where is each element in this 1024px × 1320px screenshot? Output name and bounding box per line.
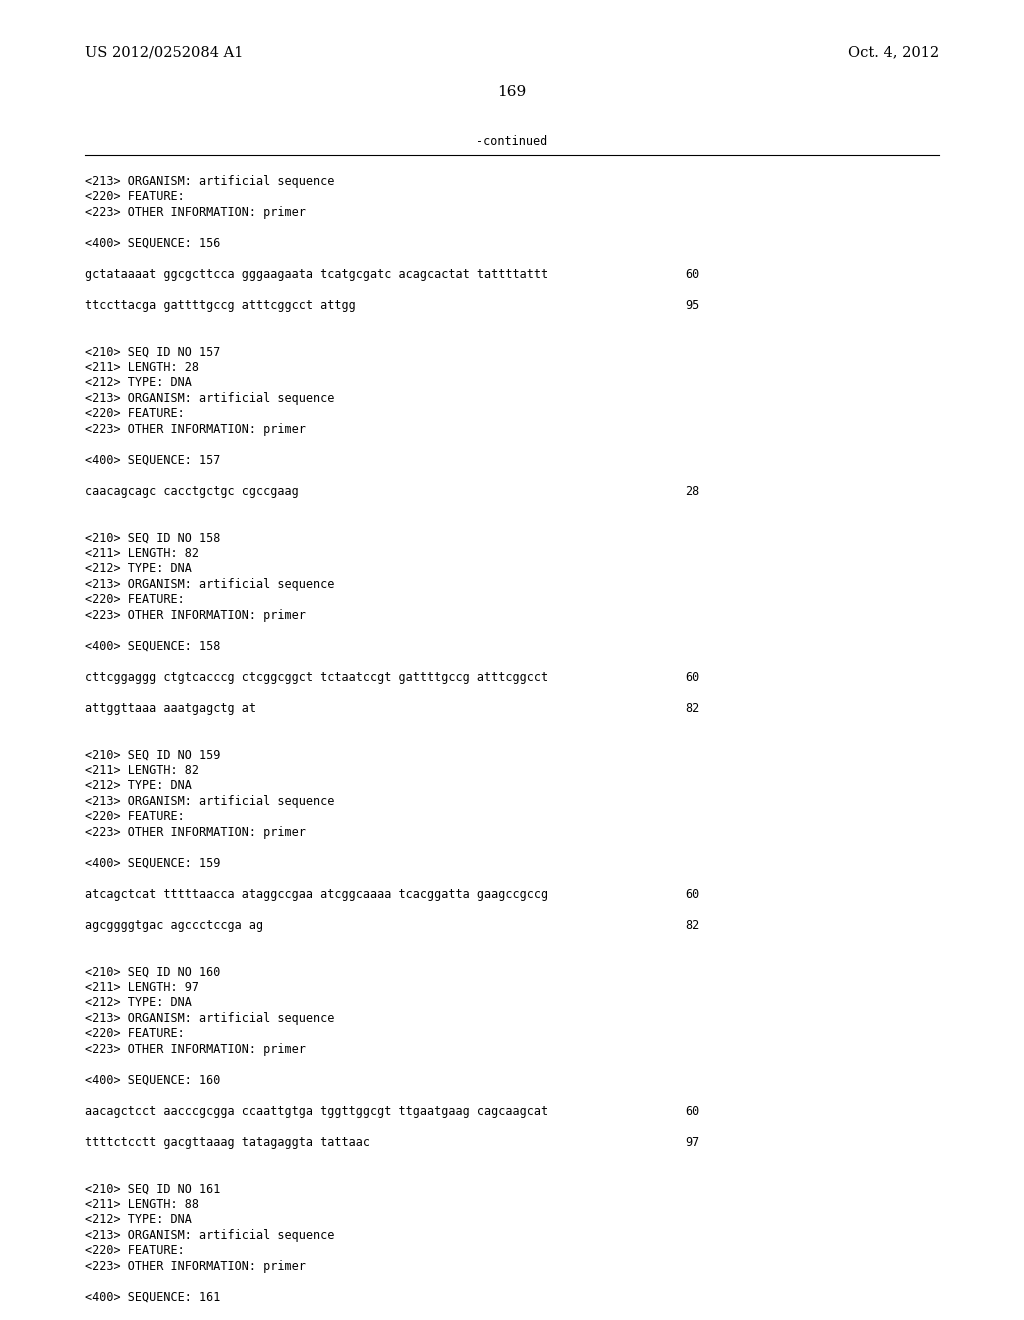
Text: <223> OTHER INFORMATION: primer: <223> OTHER INFORMATION: primer: [85, 422, 306, 436]
Text: 60: 60: [685, 888, 699, 902]
Text: 82: 82: [685, 919, 699, 932]
Text: <220> FEATURE:: <220> FEATURE:: [85, 810, 184, 824]
Text: caacagcagc cacctgctgc cgccgaag: caacagcagc cacctgctgc cgccgaag: [85, 484, 299, 498]
Text: <212> TYPE: DNA: <212> TYPE: DNA: [85, 1213, 191, 1226]
Text: 82: 82: [685, 702, 699, 715]
Text: <220> FEATURE:: <220> FEATURE:: [85, 1027, 184, 1040]
Text: 60: 60: [685, 268, 699, 281]
Text: agcggggtgac agccctccga ag: agcggggtgac agccctccga ag: [85, 919, 263, 932]
Text: <211> LENGTH: 97: <211> LENGTH: 97: [85, 981, 199, 994]
Text: 95: 95: [685, 300, 699, 312]
Text: <213> ORGANISM: artificial sequence: <213> ORGANISM: artificial sequence: [85, 1012, 335, 1026]
Text: aacagctcct aacccgcgga ccaattgtga tggttggcgt ttgaatgaag cagcaagcat: aacagctcct aacccgcgga ccaattgtga tggttgg…: [85, 1105, 548, 1118]
Text: atcagctcat tttttaacca ataggccgaa atcggcaaaa tcacggatta gaagccgccg: atcagctcat tttttaacca ataggccgaa atcggca…: [85, 888, 548, 902]
Text: <223> OTHER INFORMATION: primer: <223> OTHER INFORMATION: primer: [85, 826, 306, 840]
Text: <400> SEQUENCE: 157: <400> SEQUENCE: 157: [85, 454, 220, 467]
Text: <220> FEATURE:: <220> FEATURE:: [85, 190, 184, 203]
Text: <400> SEQUENCE: 156: <400> SEQUENCE: 156: [85, 238, 220, 249]
Text: 97: 97: [685, 1137, 699, 1148]
Text: <223> OTHER INFORMATION: primer: <223> OTHER INFORMATION: primer: [85, 609, 306, 622]
Text: <210> SEQ ID NO 158: <210> SEQ ID NO 158: [85, 532, 220, 544]
Text: <210> SEQ ID NO 159: <210> SEQ ID NO 159: [85, 748, 220, 762]
Text: 60: 60: [685, 1105, 699, 1118]
Text: <212> TYPE: DNA: <212> TYPE: DNA: [85, 376, 191, 389]
Text: <223> OTHER INFORMATION: primer: <223> OTHER INFORMATION: primer: [85, 1043, 306, 1056]
Text: <213> ORGANISM: artificial sequence: <213> ORGANISM: artificial sequence: [85, 176, 335, 187]
Text: <212> TYPE: DNA: <212> TYPE: DNA: [85, 562, 191, 576]
Text: cttcggaggg ctgtcacccg ctcggcggct tctaatccgt gattttgccg atttcggcct: cttcggaggg ctgtcacccg ctcggcggct tctaatc…: [85, 671, 548, 684]
Text: <213> ORGANISM: artificial sequence: <213> ORGANISM: artificial sequence: [85, 392, 335, 405]
Text: <220> FEATURE:: <220> FEATURE:: [85, 594, 184, 606]
Text: <212> TYPE: DNA: <212> TYPE: DNA: [85, 780, 191, 792]
Text: <210> SEQ ID NO 161: <210> SEQ ID NO 161: [85, 1183, 220, 1196]
Text: <220> FEATURE:: <220> FEATURE:: [85, 408, 184, 421]
Text: <213> ORGANISM: artificial sequence: <213> ORGANISM: artificial sequence: [85, 578, 335, 591]
Text: Oct. 4, 2012: Oct. 4, 2012: [848, 45, 939, 59]
Text: <400> SEQUENCE: 161: <400> SEQUENCE: 161: [85, 1291, 220, 1304]
Text: US 2012/0252084 A1: US 2012/0252084 A1: [85, 45, 244, 59]
Text: <211> LENGTH: 82: <211> LENGTH: 82: [85, 546, 199, 560]
Text: <211> LENGTH: 82: <211> LENGTH: 82: [85, 764, 199, 777]
Text: -continued: -continued: [476, 135, 548, 148]
Text: <400> SEQUENCE: 160: <400> SEQUENCE: 160: [85, 1074, 220, 1086]
Text: ttttctcctt gacgttaaag tatagaggta tattaac: ttttctcctt gacgttaaag tatagaggta tattaac: [85, 1137, 370, 1148]
Text: <212> TYPE: DNA: <212> TYPE: DNA: [85, 997, 191, 1010]
Text: <400> SEQUENCE: 159: <400> SEQUENCE: 159: [85, 857, 220, 870]
Text: 60: 60: [685, 671, 699, 684]
Text: 169: 169: [498, 84, 526, 99]
Text: <210> SEQ ID NO 157: <210> SEQ ID NO 157: [85, 346, 220, 359]
Text: attggttaaa aaatgagctg at: attggttaaa aaatgagctg at: [85, 702, 256, 715]
Text: <213> ORGANISM: artificial sequence: <213> ORGANISM: artificial sequence: [85, 1229, 335, 1242]
Text: <213> ORGANISM: artificial sequence: <213> ORGANISM: artificial sequence: [85, 795, 335, 808]
Text: <220> FEATURE:: <220> FEATURE:: [85, 1245, 184, 1258]
Text: 28: 28: [685, 484, 699, 498]
Text: <400> SEQUENCE: 158: <400> SEQUENCE: 158: [85, 640, 220, 653]
Text: <210> SEQ ID NO 160: <210> SEQ ID NO 160: [85, 965, 220, 978]
Text: <211> LENGTH: 88: <211> LENGTH: 88: [85, 1199, 199, 1210]
Text: ttccttacga gattttgccg atttcggcct attgg: ttccttacga gattttgccg atttcggcct attgg: [85, 300, 355, 312]
Text: gctataaaat ggcgcttcca gggaagaata tcatgcgatc acagcactat tattttattt: gctataaaat ggcgcttcca gggaagaata tcatgcg…: [85, 268, 548, 281]
Text: <211> LENGTH: 28: <211> LENGTH: 28: [85, 360, 199, 374]
Text: <223> OTHER INFORMATION: primer: <223> OTHER INFORMATION: primer: [85, 1261, 306, 1272]
Text: <223> OTHER INFORMATION: primer: <223> OTHER INFORMATION: primer: [85, 206, 306, 219]
